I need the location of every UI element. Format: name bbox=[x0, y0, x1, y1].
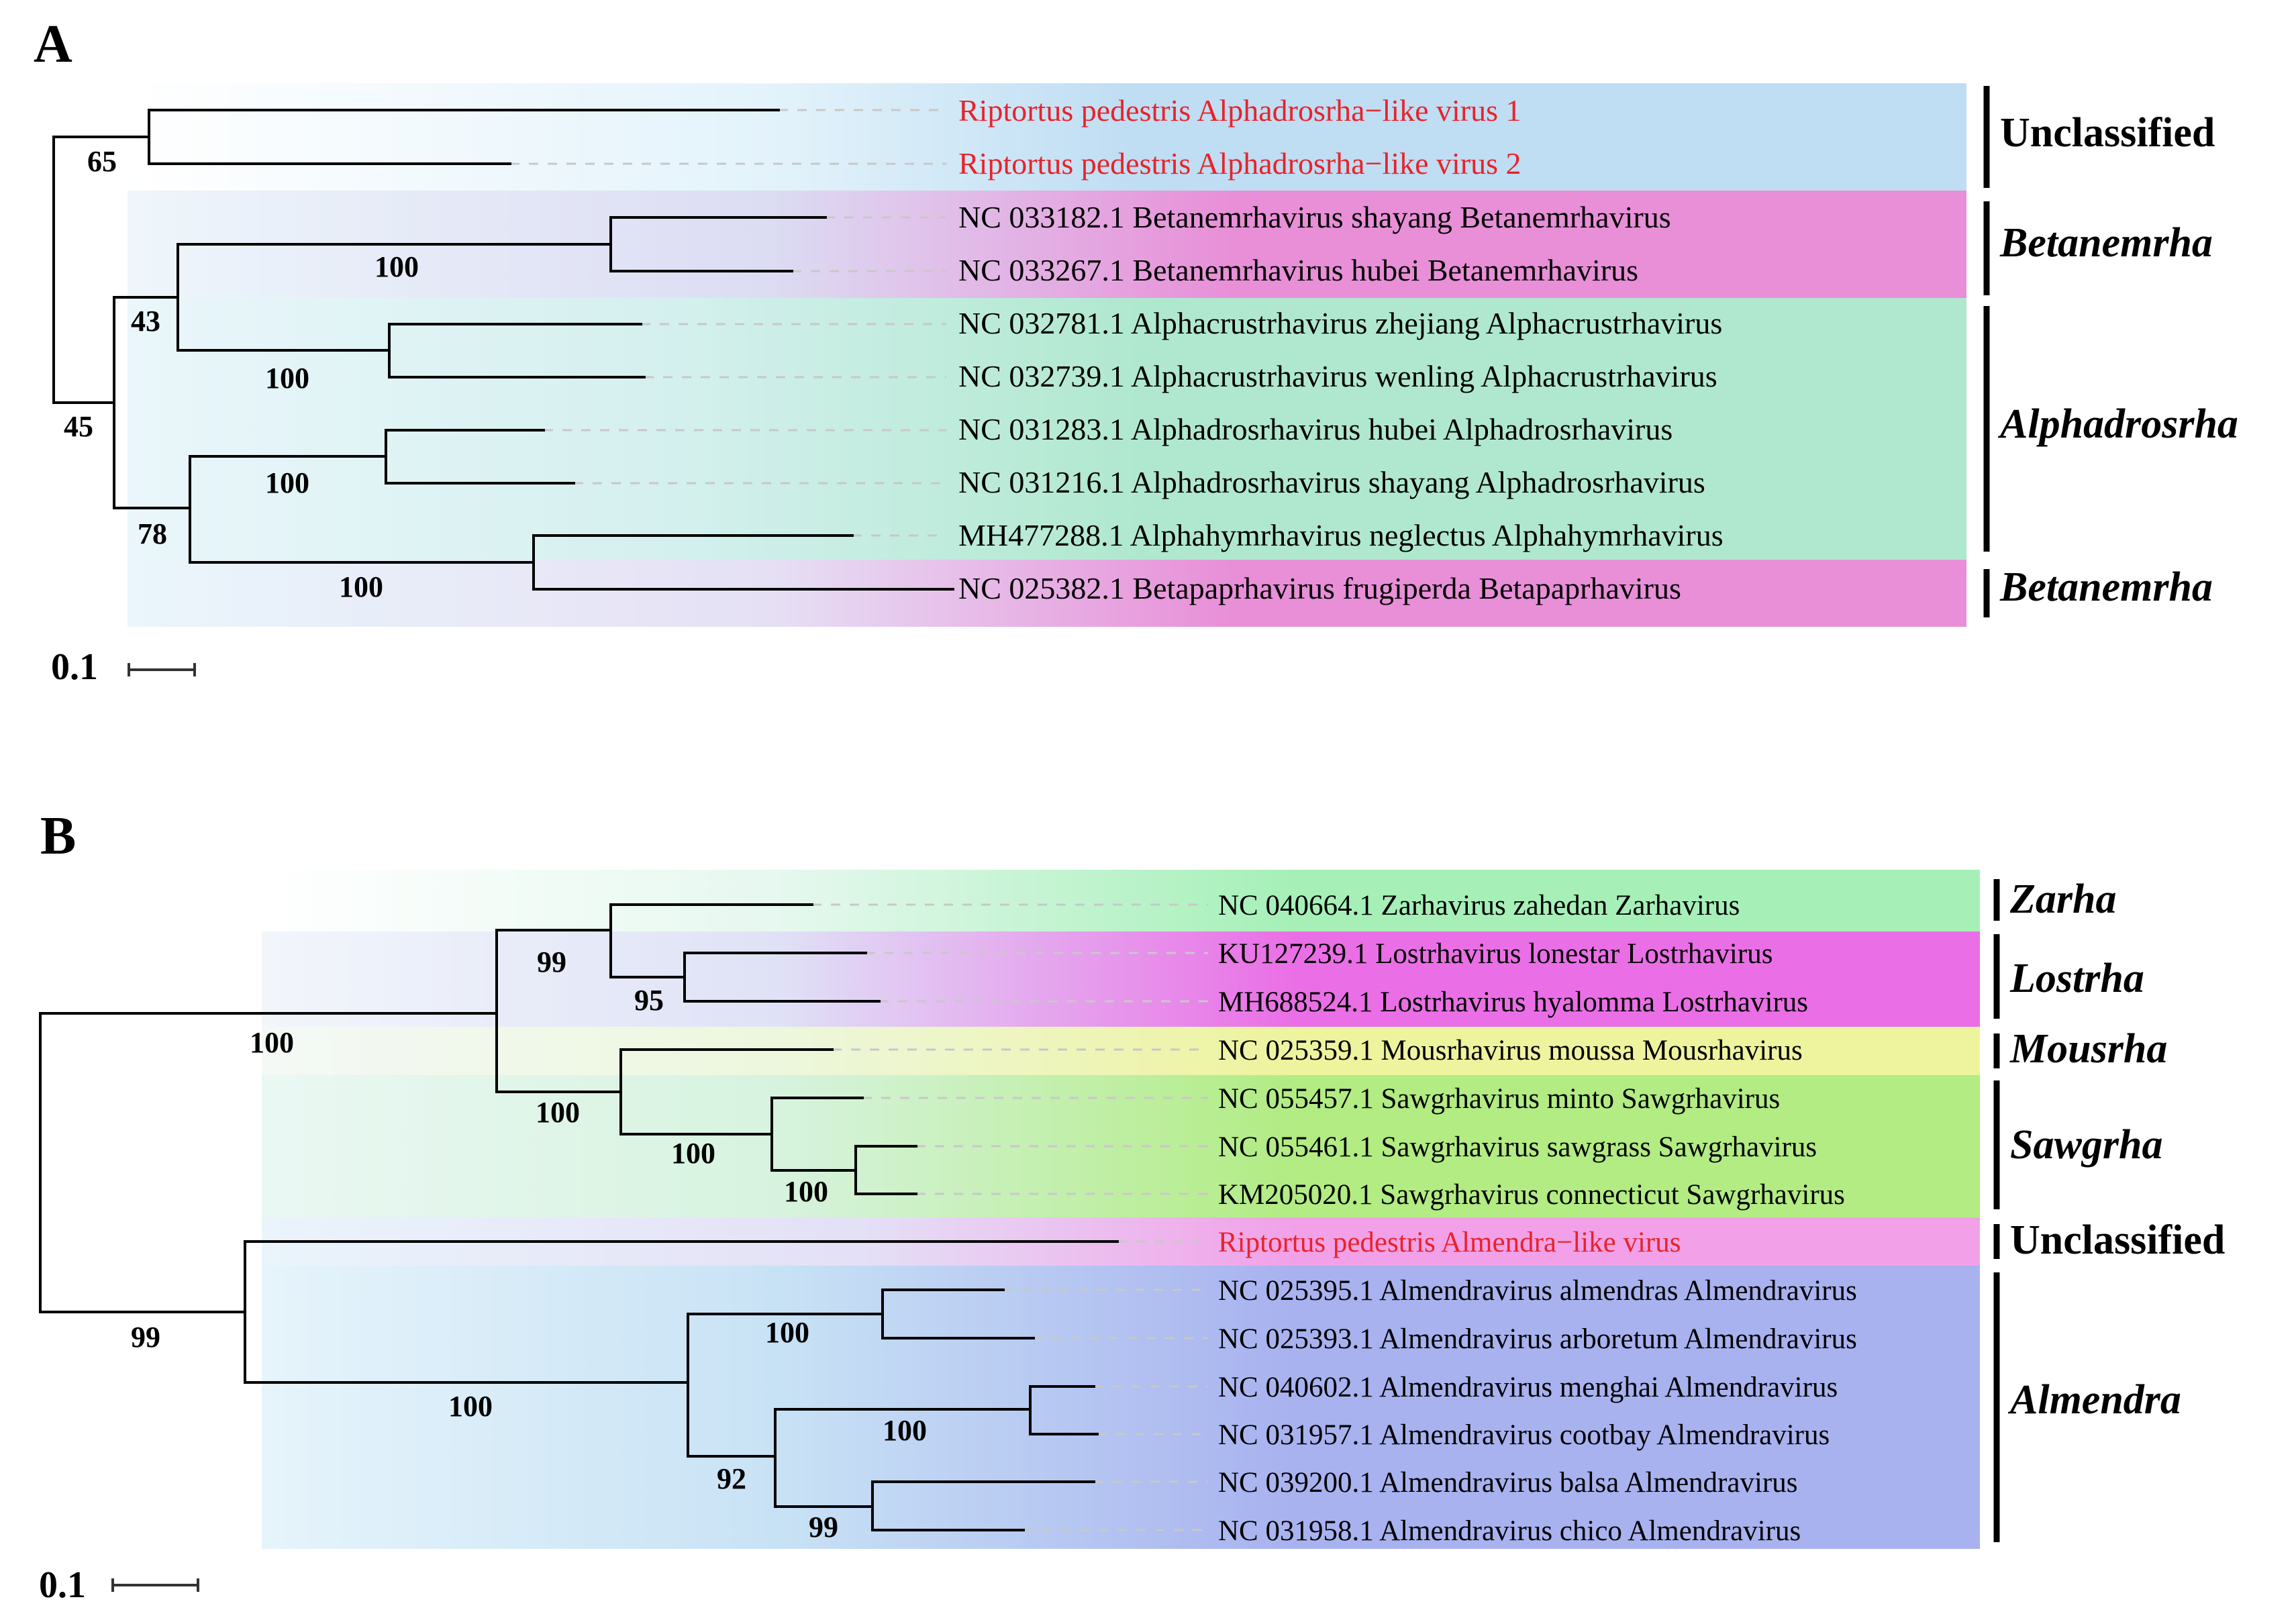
tip-label: KU127239.1 Lostrhavirus lonestar Lostrha… bbox=[1218, 938, 1773, 970]
clade-band-lostrha bbox=[262, 931, 1980, 1027]
clade-label-unclassified: Unclassified bbox=[2010, 1217, 2225, 1263]
bootstrap-label: 92 bbox=[717, 1462, 746, 1495]
panel-a-letter: A bbox=[34, 15, 72, 74]
tip-label: NC 039200.1 Almendravirus balsa Almendra… bbox=[1218, 1467, 1797, 1499]
tip-labels-b: NC 040664.1 Zarhavirus zahedan Zarhaviru… bbox=[1218, 890, 1857, 1547]
clade-labels-b: Zarha Lostrha Mousrha Sawgrha Unclassifi… bbox=[1993, 876, 2225, 1542]
clade-band-zarha bbox=[262, 870, 1980, 931]
scale-label: 0.1 bbox=[51, 646, 98, 688]
clade-label-mousrha: Mousrha bbox=[2009, 1026, 2167, 1072]
bootstrap-label: 45 bbox=[64, 410, 93, 443]
tip-label: NC 031283.1 Alphadrosrhavirus hubei Alph… bbox=[958, 412, 1673, 446]
tip-label: NC 033267.1 Betanemrhavirus hubei Betane… bbox=[958, 253, 1638, 287]
scale-bar-b: 0.1 bbox=[39, 1564, 199, 1606]
bootstrap-label: 100 bbox=[375, 250, 419, 283]
bootstrap-label: 100 bbox=[883, 1414, 927, 1447]
clade-band-unclassified bbox=[128, 83, 1966, 191]
tip-label: Riptortus pedestris Almendra−like virus bbox=[1218, 1227, 1681, 1258]
clade-band-betanemrha-2 bbox=[128, 560, 1966, 627]
tip-label: NC 032739.1 Alphacrustrhavirus wenling A… bbox=[958, 359, 1717, 393]
tip-label: NC 055461.1 Sawgrhavirus sawgrass Sawgrh… bbox=[1218, 1131, 1817, 1163]
tip-label: NC 025382.1 Betapaprhavirus frugiperda B… bbox=[958, 571, 1681, 605]
tip-label: MH477288.1 Alphahymrhavirus neglectus Al… bbox=[958, 518, 1724, 552]
clade-band-sawgrha bbox=[262, 1075, 1980, 1217]
bootstrap-label: 100 bbox=[784, 1175, 828, 1208]
tree-a bbox=[52, 109, 954, 591]
clade-label-lostrha: Lostrha bbox=[2009, 956, 2144, 1001]
clade-label-zarha: Zarha bbox=[2009, 876, 2116, 922]
tip-label: NC 025395.1 Almendravirus almendras Alme… bbox=[1218, 1275, 1857, 1307]
bootstrap-label: 65 bbox=[87, 145, 117, 178]
panel-a: A bbox=[34, 15, 2238, 688]
scale-bar-a: 0.1 bbox=[51, 646, 196, 688]
bootstrap-label: 100 bbox=[250, 1026, 294, 1059]
bootstrap-label: 43 bbox=[131, 305, 160, 338]
bootstrap-label: 100 bbox=[265, 362, 309, 395]
tip-label: NC 031958.1 Almendravirus chico Almendra… bbox=[1218, 1515, 1801, 1547]
bootstrap-label: 100 bbox=[765, 1316, 809, 1349]
tip-label: NC 033182.1 Betanemrhavirus shayang Beta… bbox=[958, 200, 1671, 234]
leader-lines-b bbox=[812, 903, 1208, 1531]
clade-label-betanemrha: Betanemrha bbox=[1999, 564, 2213, 610]
bootstraps-a: 65 100 43 100 45 100 78 100 bbox=[64, 145, 419, 603]
clade-band-almendra bbox=[262, 1266, 1980, 1549]
clade-label-betanemrha: Betanemrha bbox=[1999, 220, 2213, 266]
bootstrap-label: 99 bbox=[809, 1511, 838, 1544]
tip-label: NC 040664.1 Zarhavirus zahedan Zarhaviru… bbox=[1218, 890, 1740, 921]
tip-label: NC 040602.1 Almendravirus menghai Almend… bbox=[1218, 1372, 1838, 1403]
bootstrap-label: 95 bbox=[634, 984, 664, 1017]
clade-label-unclassified: Unclassified bbox=[2000, 110, 2215, 156]
bootstrap-label: 99 bbox=[131, 1321, 160, 1354]
tip-label: NC 032781.1 Alphacrustrhavirus zhejiang … bbox=[958, 306, 1722, 340]
leader-lines-a bbox=[510, 109, 946, 537]
bootstrap-label: 100 bbox=[536, 1096, 580, 1129]
panel-b-letter: B bbox=[40, 807, 76, 866]
bootstrap-label: 100 bbox=[671, 1137, 715, 1170]
clade-band-mousrha bbox=[262, 1027, 1980, 1075]
bootstrap-label: 78 bbox=[138, 517, 167, 550]
tip-label: Riptortus pedestris Alphadrosrha−like vi… bbox=[958, 93, 1521, 128]
tip-label: NC 031216.1 Alphadrosrhavirus shayang Al… bbox=[958, 465, 1705, 499]
bootstrap-label: 100 bbox=[339, 570, 383, 603]
bootstrap-label: 99 bbox=[537, 946, 566, 978]
bootstraps-b: 99 95 100 100 100 100 99 100 100 100 92 … bbox=[131, 946, 927, 1544]
tip-label: NC 031957.1 Almendravirus cootbay Almend… bbox=[1218, 1419, 1830, 1451]
bootstrap-label: 100 bbox=[448, 1390, 493, 1423]
clade-label-sawgrha: Sawgrha bbox=[2010, 1122, 2162, 1168]
tip-label: MH688524.1 Lostrhavirus hyalomma Lostrha… bbox=[1218, 987, 1808, 1018]
tip-labels-a: Riptortus pedestris Alphadrosrha−like vi… bbox=[958, 93, 1724, 605]
tip-label: Riptortus pedestris Alphadrosrha−like vi… bbox=[958, 146, 1521, 181]
tree-b bbox=[39, 903, 1119, 1531]
scale-label: 0.1 bbox=[39, 1564, 86, 1606]
clade-label-almendra: Almendra bbox=[2007, 1377, 2181, 1423]
tip-label: NC 025393.1 Almendravirus arboretum Alme… bbox=[1218, 1323, 1857, 1355]
clade-label-alphadrosrha: Alphadrosrha bbox=[1997, 401, 2238, 447]
bootstrap-label: 100 bbox=[265, 466, 309, 499]
tip-label: NC 055457.1 Sawgrhavirus minto Sawgrhavi… bbox=[1218, 1083, 1780, 1115]
panel-b: B bbox=[39, 807, 2225, 1606]
clade-labels-a: Unclassified Betanemrha Alphadrosrha Bet… bbox=[1983, 86, 2238, 617]
tip-label: NC 025359.1 Mousrhavirus moussa Mousrhav… bbox=[1218, 1035, 1803, 1066]
tip-label: KM205020.1 Sawgrhavirus connecticut Sawg… bbox=[1218, 1179, 1845, 1211]
